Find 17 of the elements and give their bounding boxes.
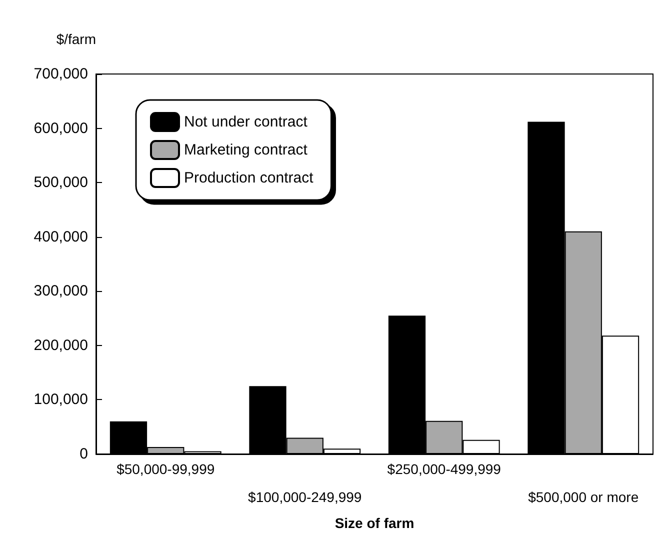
x-tick-label: $50,000-99,999	[116, 461, 215, 477]
y-tick-label: 500,000	[34, 174, 88, 192]
x-axis-title: Size of farm	[334, 515, 414, 531]
y-axis-title: $/farm	[56, 31, 96, 47]
x-tick-label: $250,000-499,999	[387, 461, 502, 477]
y-tick-label: 200,000	[34, 336, 88, 354]
y-tick-label: 700,000	[34, 66, 88, 82]
y-tick-label: 400,000	[34, 228, 88, 246]
legend-label: Marketing contract	[184, 142, 308, 158]
x-tick-label: $100,000-249,999	[248, 489, 362, 505]
y-tick-label: 300,000	[34, 282, 88, 300]
x-tick-label: $500,000 or more	[528, 489, 639, 505]
legend-label: Production contract	[184, 170, 314, 186]
y-tick-label: 0	[80, 446, 88, 462]
legend-label: Not under contract	[184, 114, 308, 130]
y-tick-label: 100,000	[34, 391, 88, 408]
y-tick-label: 600,000	[34, 120, 88, 137]
